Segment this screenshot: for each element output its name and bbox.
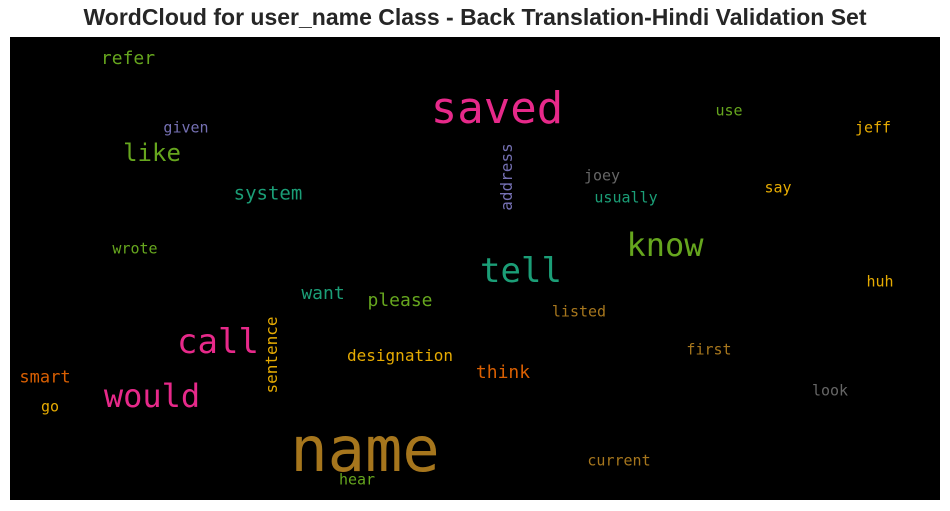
word-refer: refer — [100, 48, 156, 69]
word-designation: designation — [347, 346, 453, 365]
word-jeff: jeff — [854, 118, 892, 137]
word-given: given — [163, 118, 209, 137]
word-know: know — [626, 226, 704, 264]
word-first: first — [686, 340, 732, 359]
word-huh: huh — [866, 272, 894, 291]
word-cloud-canvas: name saved tell call know would like system refe… — [10, 37, 940, 500]
word-would: would — [103, 377, 201, 415]
word-current: current — [587, 451, 651, 470]
word-sentence: sentence — [262, 316, 281, 394]
word-tell: tell — [480, 251, 562, 291]
word-joey: joey — [583, 166, 621, 185]
word-please: please — [367, 290, 433, 311]
word-think: think — [475, 362, 531, 383]
word-system: system — [233, 182, 303, 205]
word-name: name — [290, 413, 440, 486]
word-use: use — [715, 101, 743, 120]
word-call: call — [177, 322, 259, 362]
word-wrote: wrote — [112, 239, 158, 258]
word-saved: saved — [430, 83, 564, 134]
word-usually: usually — [594, 188, 658, 207]
word-want: want — [301, 283, 345, 304]
word-listed: listed — [551, 302, 607, 321]
word-say: say — [764, 178, 792, 197]
word-like: like — [123, 139, 181, 167]
chart-title: WordCloud for user_name Class - Back Tra… — [83, 4, 867, 30]
word-look: look — [811, 381, 849, 400]
word-address: address — [497, 143, 516, 211]
word-hear: hear — [338, 470, 376, 489]
word-smart: smart — [19, 367, 71, 388]
word-go: go — [40, 397, 60, 416]
